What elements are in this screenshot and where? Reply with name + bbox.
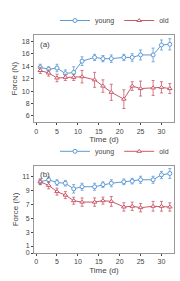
svg-text:(a): (a) bbox=[40, 40, 50, 49]
svg-text:14: 14 bbox=[22, 63, 30, 70]
svg-text:20: 20 bbox=[116, 128, 124, 135]
svg-text:5: 5 bbox=[55, 128, 59, 135]
svg-text:12: 12 bbox=[22, 75, 30, 82]
svg-text:5: 5 bbox=[55, 258, 59, 265]
svg-text:3: 3 bbox=[26, 229, 30, 236]
svg-text:10: 10 bbox=[74, 258, 82, 265]
svg-text:Force (N): Force (N) bbox=[11, 192, 20, 226]
svg-text:10: 10 bbox=[74, 128, 82, 135]
svg-text:Force (N): Force (N) bbox=[11, 61, 20, 95]
svg-text:15: 15 bbox=[95, 258, 103, 265]
svg-text:25: 25 bbox=[137, 258, 145, 265]
svg-text:0: 0 bbox=[26, 249, 30, 256]
svg-text:(b): (b) bbox=[40, 170, 50, 179]
svg-text:young: young bbox=[95, 17, 114, 25]
svg-text:25: 25 bbox=[137, 128, 145, 135]
svg-text:5: 5 bbox=[26, 215, 30, 222]
svg-text:9: 9 bbox=[26, 187, 30, 194]
svg-text:Time (d): Time (d) bbox=[89, 135, 119, 144]
svg-text:7: 7 bbox=[26, 201, 30, 208]
svg-text:16: 16 bbox=[22, 50, 30, 57]
svg-text:20: 20 bbox=[116, 258, 124, 265]
svg-text:0: 0 bbox=[34, 258, 38, 265]
svg-text:18: 18 bbox=[22, 38, 30, 45]
svg-text:10: 10 bbox=[22, 88, 30, 95]
svg-text:old: old bbox=[159, 148, 168, 155]
svg-text:15: 15 bbox=[95, 128, 103, 135]
svg-text:8: 8 bbox=[26, 100, 30, 107]
svg-text:30: 30 bbox=[158, 258, 166, 265]
svg-text:30: 30 bbox=[158, 128, 166, 135]
svg-text:young: young bbox=[95, 148, 114, 156]
svg-text:0: 0 bbox=[34, 128, 38, 135]
svg-text:11: 11 bbox=[22, 173, 29, 180]
svg-text:6: 6 bbox=[26, 112, 30, 119]
svg-text:Time (d): Time (d) bbox=[89, 266, 119, 275]
svg-text:1: 1 bbox=[26, 242, 30, 249]
svg-text:old: old bbox=[159, 17, 168, 24]
